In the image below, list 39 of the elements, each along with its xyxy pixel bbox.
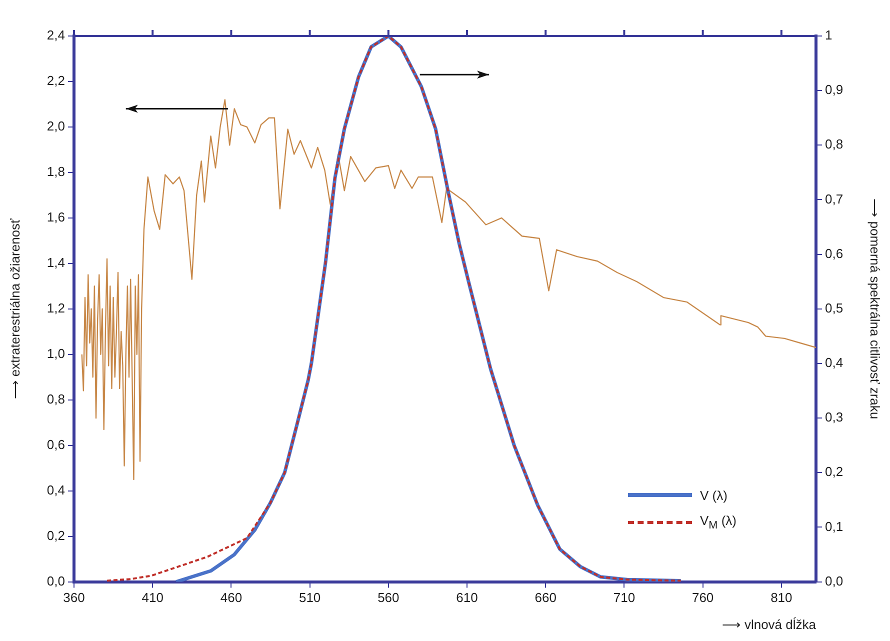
y2-tick-label: 0,0 bbox=[825, 573, 844, 588]
x-tick-label: 460 bbox=[220, 590, 242, 606]
legend-label: V$_{M}$ (λ) bbox=[700, 512, 736, 532]
y2-tick-label: 0,1 bbox=[825, 518, 844, 534]
y-tick-label: 0,2 bbox=[46, 528, 65, 543]
x-tick-label: 760 bbox=[692, 590, 714, 606]
y2-tick-label: 0,9 bbox=[825, 82, 844, 98]
y-tick-label: 0,0 bbox=[46, 573, 65, 588]
x-tick-label: 610 bbox=[456, 590, 478, 606]
x-tick-label: 510 bbox=[298, 590, 321, 606]
y2-tick-label: 0,7 bbox=[825, 191, 844, 206]
y2-tick-label: 0,6 bbox=[825, 246, 844, 261]
y2-tick-label: 0,5 bbox=[825, 300, 844, 316]
y2-tick-label: 1 bbox=[825, 28, 832, 43]
y2-axis-title: ⟶ pomerná spektrálna citlivosť zraku bbox=[868, 198, 883, 420]
y-tick-label: 1,4 bbox=[46, 254, 65, 270]
y-tick-label: 2,0 bbox=[46, 118, 65, 134]
x-tick-label: 360 bbox=[63, 590, 85, 606]
x-tick-label: 410 bbox=[142, 590, 164, 606]
y2-tick-label: 0,3 bbox=[825, 410, 844, 425]
x-tick-label: 710 bbox=[613, 590, 636, 606]
y-tick-label: 1,2 bbox=[46, 300, 65, 316]
y-tick-label: 2,4 bbox=[46, 28, 65, 43]
y-tick-label: 0,6 bbox=[46, 436, 65, 452]
x-tick-label: 810 bbox=[770, 590, 792, 606]
y2-tick-label: 0,4 bbox=[825, 355, 844, 370]
y-tick-label: 0,4 bbox=[46, 482, 65, 498]
y-tick-label: 2,2 bbox=[46, 73, 65, 88]
y-tick-label: 0,8 bbox=[46, 391, 65, 406]
y-axis-title: ⟶ extraterestriálna ožiarenosť bbox=[7, 218, 22, 400]
legend-label: V (λ) bbox=[700, 488, 728, 503]
y-tick-label: 1,8 bbox=[46, 164, 65, 180]
y-tick-label: 1,0 bbox=[46, 346, 65, 361]
x-tick-label: 660 bbox=[534, 590, 556, 606]
x-tick-label: 560 bbox=[378, 590, 400, 606]
y2-tick-label: 0,2 bbox=[825, 464, 844, 480]
y-tick-label: 1,6 bbox=[46, 210, 65, 225]
y2-tick-label: 0,8 bbox=[825, 136, 844, 152]
x-axis-title: ⟶ vlnová dĺžka bbox=[722, 616, 817, 632]
